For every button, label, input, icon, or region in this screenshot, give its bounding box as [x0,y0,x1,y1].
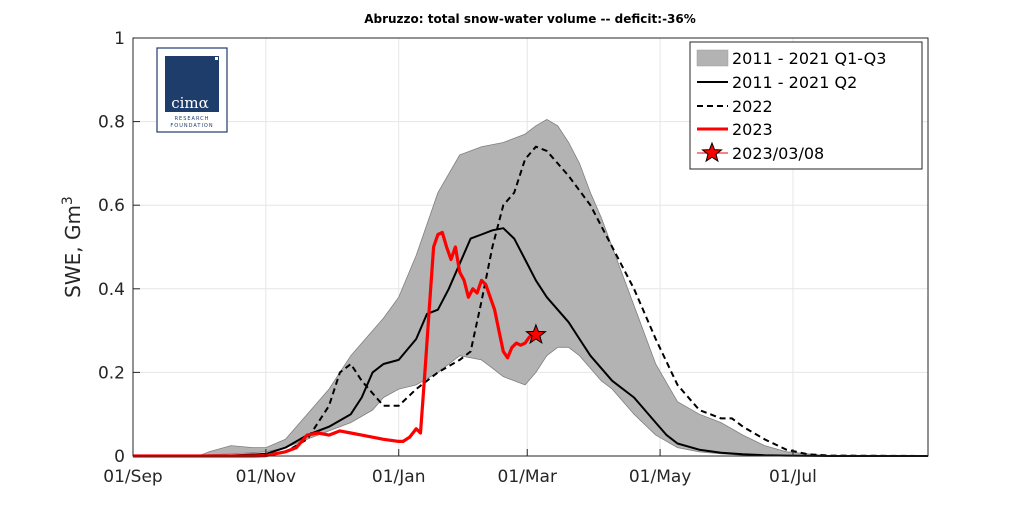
series-line-median [133,227,928,457]
legend-item-marker: 2023/03/08 [697,141,824,163]
tick-labels: 01/Sep 01/Nov 01/Jan 01/Mar 01/May 01/Jul 0 0.2… [98,29,817,487]
y-axis-label-superscript: 3 [60,196,76,205]
axes-box [132,37,929,457]
y-tick-label: 0 [114,447,125,467]
logo-dot [215,57,218,60]
legend-box [689,41,923,170]
logo-subtitle-2: FOUNDATION [170,123,213,129]
legend-label-marker: 2023/03/08 [732,144,824,163]
y-tick-label: 0.8 [98,113,125,133]
chart-title: Abruzzo: total snow-water volume -- defi… [364,12,696,26]
legend: 2011 - 2021 Q1-Q3 2011 - 2021 Q2 2022 20… [689,41,923,170]
cima-logo: cimα RESEARCH FOUNDATION [156,47,228,133]
legend-label-band: 2011 - 2021 Q1-Q3 [732,49,886,68]
legend-marker-star-icon [701,141,723,163]
legend-item-2022: 2022 [697,97,773,116]
legend-item-band: 2011 - 2021 Q1-Q3 [696,49,886,68]
y-tick-label: 0.2 [98,363,125,383]
x-tick-label: 01/Jul [769,467,817,487]
logo-subtitle-1: RESEARCH [175,116,210,122]
legend-label-median: 2011 - 2021 Q2 [732,73,857,92]
y-tick-label: 0.6 [98,196,125,216]
y-tick-label: 1 [114,29,125,49]
logo-block [165,56,219,112]
ticks [132,37,794,457]
legend-swatch-band [696,49,729,67]
legend-label-2022: 2022 [732,97,773,116]
legend-item-median: 2011 - 2021 Q2 [697,73,857,92]
x-tick-label: 01/Sep [103,467,162,487]
x-tick-label: 01/Mar [498,467,557,487]
x-tick-label: 01/Jan [372,467,426,487]
marker-star-icon [525,323,547,345]
y-axis-label-text: SWE, Gm [61,205,85,298]
legend-label-2023: 2023 [732,120,773,139]
y-tick-label: 0.4 [98,280,125,300]
x-tick-label: 01/May [629,467,692,487]
logo-brand: cimα [171,94,209,112]
legend-item-2023: 2023 [697,120,773,139]
y-axis-label: SWE, Gm3 [60,196,85,298]
series-layer [133,119,929,458]
series-line-2022 [133,145,929,457]
series-line-2023 [133,230,537,458]
x-tick-label: 01/Nov [236,467,297,487]
